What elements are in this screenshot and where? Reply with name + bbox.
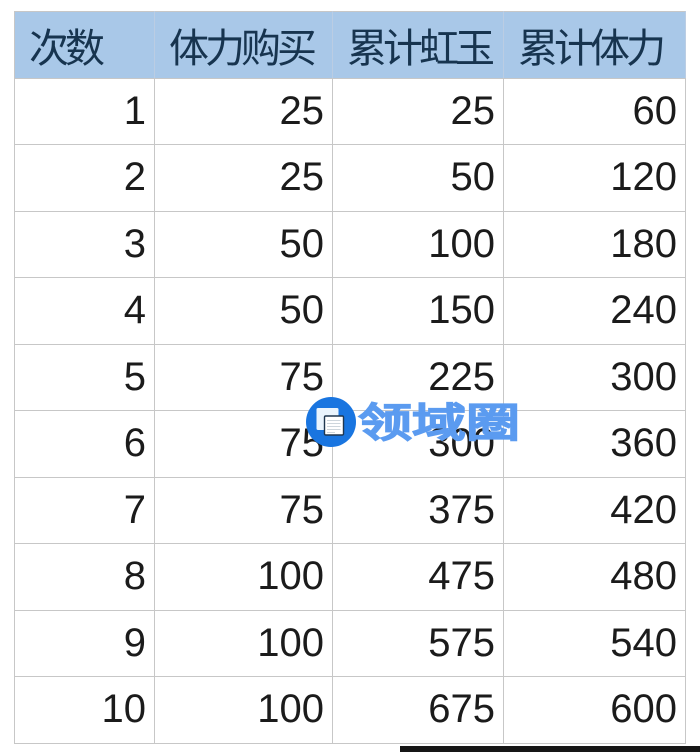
svg-text:领域圈: 领域圈	[358, 402, 520, 446]
